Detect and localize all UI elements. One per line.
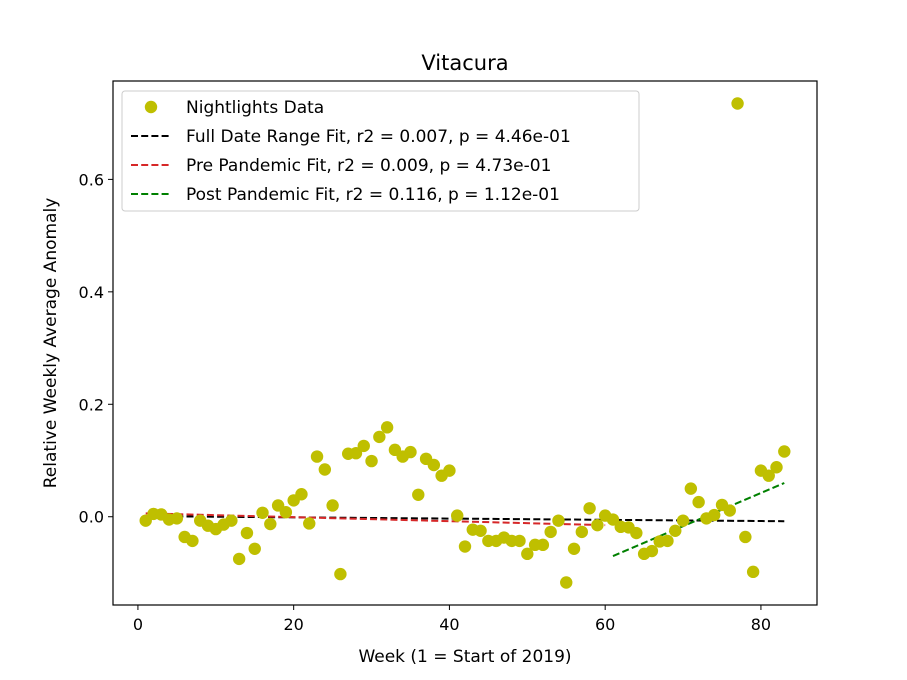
data-point xyxy=(731,97,744,110)
legend-entry: Full Date Range Fit, r2 = 0.007, p = 4.4… xyxy=(186,127,571,147)
data-point xyxy=(544,525,557,539)
data-point xyxy=(684,482,698,495)
data-point xyxy=(575,525,589,539)
data-point xyxy=(310,450,324,463)
data-point xyxy=(708,508,721,522)
data-point xyxy=(645,544,659,558)
legend-entry: Pre Pandemic Fit, r2 = 0.009, p = 4.73e-… xyxy=(186,156,551,176)
data-point xyxy=(232,552,246,566)
axes: 0 20 40 60 80 0.0 0.2 0.4 0.6 xyxy=(79,170,772,634)
data-point xyxy=(334,567,347,581)
legend-box xyxy=(121,90,640,212)
data-point xyxy=(458,540,472,553)
data-point xyxy=(513,534,526,548)
data-point xyxy=(606,513,620,526)
data-point xyxy=(349,446,363,460)
data-point xyxy=(240,526,254,540)
data-point xyxy=(591,518,604,532)
data-point xyxy=(567,542,581,555)
fit-line-2 xyxy=(145,512,606,527)
data-point xyxy=(248,542,261,555)
x-tick-label: 40 xyxy=(439,615,459,634)
data-point xyxy=(770,461,783,474)
data-point xyxy=(762,469,775,482)
data-point xyxy=(427,458,441,472)
legend: Nightlights Data Full Date Range Fit, r2 … xyxy=(121,90,640,212)
data-point xyxy=(583,502,596,515)
data-point xyxy=(474,524,487,537)
data-point xyxy=(778,445,791,458)
data-point xyxy=(264,517,277,531)
data-point xyxy=(451,509,464,522)
data-point xyxy=(186,534,199,548)
y-axis-label: Relative Weekly Average Anomaly xyxy=(41,198,61,489)
data-point xyxy=(723,504,736,517)
legend-entry: Post Pandemic Fit, r2 = 0.116, p = 1.12e… xyxy=(186,185,560,205)
data-point xyxy=(669,524,682,537)
y-tick-label: 0.6 xyxy=(79,170,104,189)
fit-line-3 xyxy=(612,482,785,558)
chart-title: Vitacura xyxy=(421,51,508,75)
x-tick-label: 20 xyxy=(283,615,303,634)
data-point xyxy=(630,526,643,540)
data-point xyxy=(225,514,238,527)
data-point xyxy=(404,445,417,459)
data-point xyxy=(676,514,690,527)
x-tick-label: 0 xyxy=(133,615,143,634)
data-point xyxy=(326,499,339,512)
data-point xyxy=(380,421,394,434)
data-point xyxy=(279,506,293,519)
data-point xyxy=(256,506,269,519)
data-point xyxy=(295,488,308,501)
plot-frame xyxy=(112,80,818,606)
data-point xyxy=(303,517,316,530)
data-point xyxy=(536,538,550,552)
data-point xyxy=(365,454,378,468)
data-point xyxy=(560,576,573,589)
data-point xyxy=(170,512,184,525)
x-tick-label: 60 xyxy=(595,615,615,634)
x-tick-label: 80 xyxy=(751,615,771,634)
data-point xyxy=(552,514,565,527)
data-point xyxy=(318,463,332,476)
data-point xyxy=(357,439,370,453)
y-tick-label: 0.2 xyxy=(79,395,104,414)
data-point xyxy=(746,565,760,579)
data-point xyxy=(373,430,386,444)
data-point xyxy=(692,495,705,509)
data-point xyxy=(661,534,674,548)
data-point xyxy=(739,530,752,544)
legend-marker xyxy=(144,100,158,114)
x-axis-label: Week (1 = Start of 2019) xyxy=(358,647,571,667)
plot-area xyxy=(139,97,791,589)
data-point xyxy=(412,488,425,502)
legend-entry: Nightlights Data xyxy=(186,98,324,118)
y-tick-label: 0.0 xyxy=(79,508,104,527)
data-point xyxy=(443,464,456,477)
y-tick-label: 0.4 xyxy=(79,283,104,302)
data-point xyxy=(521,547,534,561)
